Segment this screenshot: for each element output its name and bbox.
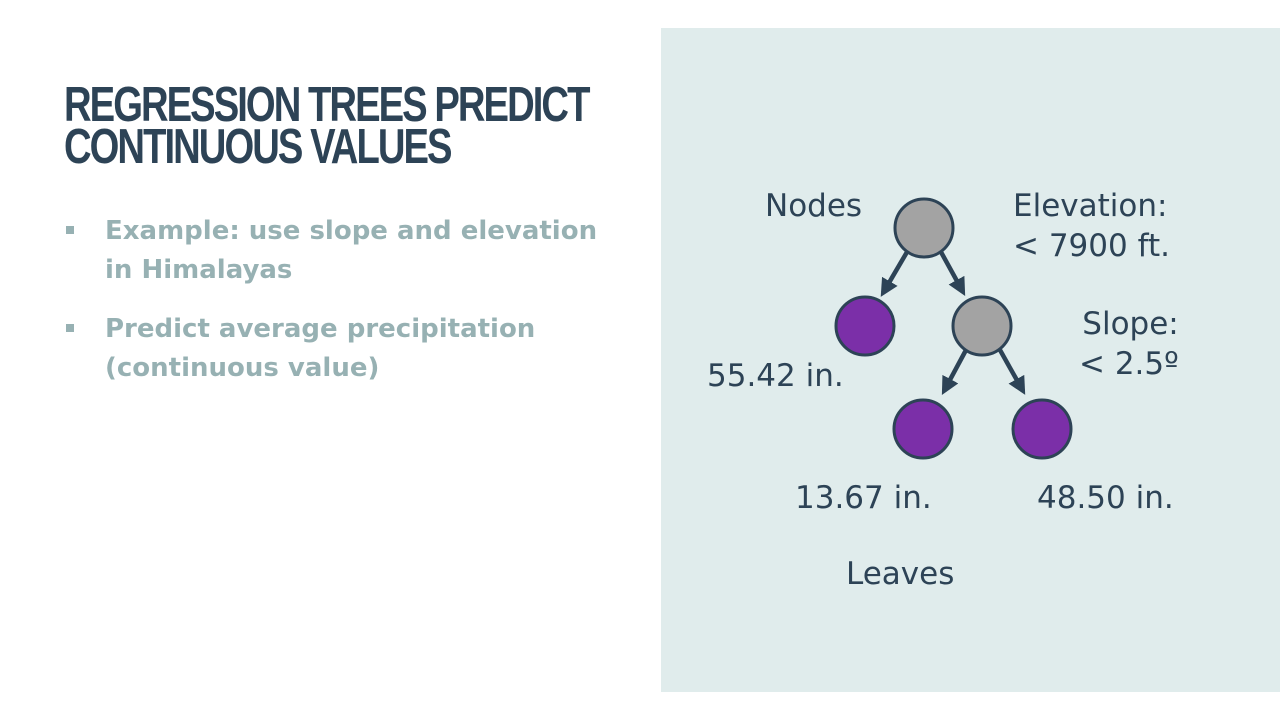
tree-nodes: [834, 197, 1073, 460]
regression-tree-diagram: [834, 197, 1073, 460]
root-split-line: < 7900 ft.: [1013, 228, 1170, 264]
tree-edges: [880, 250, 1026, 395]
middle-leaf: [892, 398, 954, 460]
nodes-label: Nodes: [765, 188, 863, 224]
left-leaf-value: 55.42 in.: [707, 358, 844, 394]
edge-second-node-to-middle-leaf: [941, 348, 968, 395]
bullet-text-line: Example: use slope and elevation: [105, 216, 598, 246]
root-split-line: Elevation:: [1013, 188, 1168, 224]
edge-second-node-to-right-leaf: [998, 348, 1026, 395]
middle-leaf-value: 13.67 in.: [795, 480, 932, 516]
diagram-panel: Nodes Elevation: < 7900 ft. Slope: < 2.5…: [661, 28, 1280, 692]
root-node: [893, 197, 955, 259]
second-node: [951, 295, 1013, 357]
title-line-2: CONTINUOUS VALUES: [64, 120, 453, 174]
bullet-text: Predict average precipitation (continuou…: [105, 310, 626, 388]
bullet-text-line: in Himalayas: [105, 255, 293, 285]
bullet-item: Predict average precipitation (continuou…: [66, 310, 626, 388]
edge-root-to-second-node: [939, 250, 966, 296]
right-leaf: [1011, 398, 1073, 460]
square-bullet-icon: [66, 324, 74, 332]
bullet-text: Example: use slope and elevation in Hima…: [105, 212, 626, 290]
bullet-text-line: Predict average precipitation: [105, 314, 536, 344]
right-leaf-value: 48.50 in.: [1037, 480, 1174, 516]
leaves-label: Leaves: [846, 556, 955, 592]
left-leaf: [834, 295, 896, 357]
second-split-line: Slope:: [1082, 306, 1179, 342]
bullet-list: Example: use slope and elevation in Hima…: [66, 212, 626, 408]
second-split-label: Slope: < 2.5º: [1079, 304, 1179, 384]
title-line-1: REGRESSION TREES PREDICT: [64, 78, 590, 132]
second-split-line: < 2.5º: [1079, 346, 1179, 382]
square-bullet-icon: [66, 226, 74, 234]
root-split-label: Elevation: < 7900 ft.: [1013, 186, 1170, 266]
edge-root-to-left-leaf: [880, 250, 909, 297]
bullet-item: Example: use slope and elevation in Hima…: [66, 212, 626, 290]
slide-title: REGRESSION TREES PREDICT CONTINUOUS VALU…: [64, 78, 590, 174]
bullet-text-line: (continuous value): [105, 353, 380, 383]
